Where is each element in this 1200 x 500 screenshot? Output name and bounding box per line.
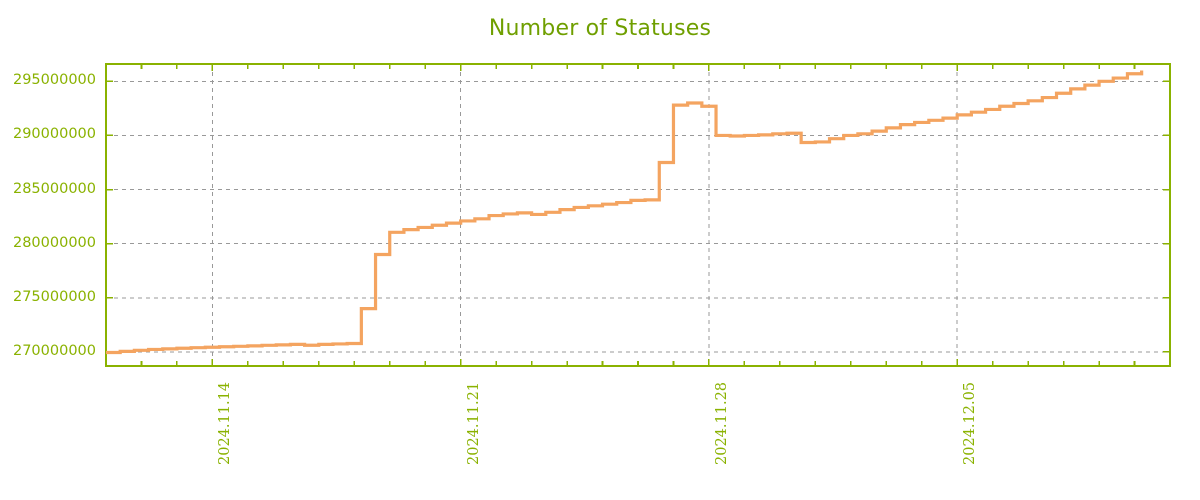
- data-series-layer: [106, 70, 1144, 355]
- y-axis-tick-label: 295000000: [12, 72, 96, 89]
- y-axis-tick-label: 275000000: [12, 288, 96, 305]
- y-axis-tick-label: 270000000: [12, 342, 96, 359]
- plot-frame: [105, 63, 1171, 367]
- chart-title: Number of Statuses: [488, 16, 712, 41]
- y-axis-tick-label: 285000000: [12, 180, 96, 197]
- y-axis-tick-label: 290000000: [12, 126, 96, 143]
- x-axis-tick-label: 2024.11.28: [713, 381, 730, 465]
- y-axis-label-group: 295000000 290000000 285000000 280000000 2750…: [0, 0, 96, 500]
- data-line-statuses: [106, 70, 1144, 355]
- x-axis-tick-label: 2024.11.21: [465, 381, 482, 465]
- x-axis-tick-label: 2024.11.14: [217, 381, 234, 465]
- x-axis-tick-label: 2024.12.05: [962, 381, 979, 465]
- y-axis-tick-label: 280000000: [12, 234, 96, 251]
- grid-lines: [106, 64, 1170, 366]
